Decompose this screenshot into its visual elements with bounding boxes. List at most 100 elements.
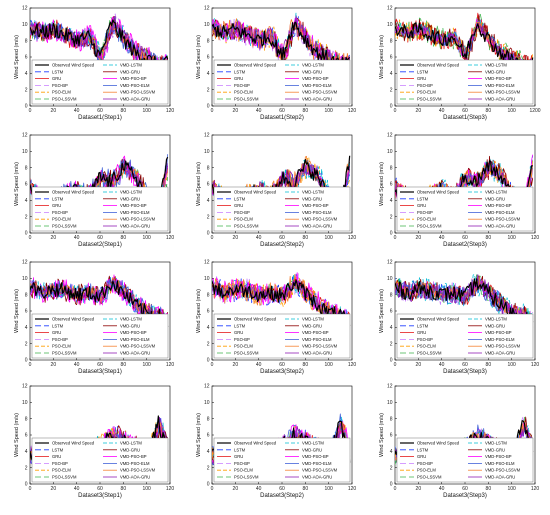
x-tick-label: 20 — [51, 362, 57, 368]
legend-label: VMD-GRU — [302, 447, 322, 452]
x-tick-label: 120 — [348, 108, 357, 114]
x-axis-label: Dataset3(Step2) — [260, 493, 304, 499]
legend-box — [31, 186, 169, 232]
y-tick-label: 0 — [25, 231, 28, 237]
y-tick-label: 8 — [207, 38, 210, 44]
x-tick-label: 40 — [256, 486, 262, 492]
y-tick-label: 4 — [390, 325, 393, 331]
x-tick-label: 100 — [142, 108, 151, 114]
legend-label: LSTM — [417, 323, 429, 328]
x-tick-label: 40 — [256, 362, 262, 368]
y-tick-label: 0 — [390, 231, 393, 237]
y-axis-label: Wind Speed (m/s) — [14, 413, 20, 457]
y-tick-label: 8 — [207, 416, 210, 422]
y-tick-label: 8 — [207, 292, 210, 298]
y-tick-label: 2 — [25, 465, 28, 471]
legend-label: VMD-AOA-GRU — [302, 351, 332, 356]
y-tick-label: 4 — [207, 198, 210, 204]
legend-label: PSO-BP — [52, 337, 68, 342]
legend-label: PSO-ELM — [52, 468, 71, 473]
x-tick-label: 60 — [279, 235, 285, 241]
legend-label: VMD-GRU — [120, 323, 140, 328]
x-tick-label: 20 — [416, 486, 422, 492]
y-tick-label: 0 — [390, 482, 393, 488]
series-group — [395, 273, 534, 333]
legend-label: Observed Wind Speed — [52, 190, 95, 195]
legend-label: VMD-PSO-ELM — [302, 337, 332, 342]
y-tick-label: 2 — [207, 465, 210, 471]
legend-label: VMD-PSO-LSSVM — [485, 468, 521, 473]
x-tick-label: 20 — [416, 362, 422, 368]
x-tick-label: 0 — [394, 486, 397, 492]
y-axis-label: Wind Speed (m/s) — [379, 162, 385, 206]
legend-label: PSO-ELM — [52, 344, 71, 349]
x-tick-label: 40 — [439, 235, 445, 241]
legend-label: VMD-GRU — [485, 69, 505, 74]
x-tick-label: 60 — [462, 108, 468, 114]
x-tick-label: 0 — [29, 486, 32, 492]
legend-label: VMD-PSO-ELM — [302, 83, 332, 88]
y-tick-label: 8 — [25, 38, 28, 44]
y-tick-label: 12 — [387, 6, 393, 12]
legend-label: PSO-LSSVM — [417, 475, 442, 480]
x-axis-label: Dataset2(Step1) — [78, 242, 122, 248]
x-tick-label: 0 — [211, 486, 214, 492]
legend-label: VMD-PSO-LSSVM — [302, 217, 338, 222]
legend-label: VMD-PSO-LSSVM — [485, 344, 521, 349]
x-tick-label: 120 — [348, 235, 357, 241]
x-tick-label: 60 — [462, 486, 468, 492]
legend-label: VMD-GRU — [485, 447, 505, 452]
legend-label: GRU — [417, 454, 426, 459]
legend-label: VMD-PSO-LSSVM — [302, 468, 338, 473]
x-tick-label: 80 — [486, 486, 492, 492]
legend-label: VMD-PSO-ELM — [485, 210, 515, 215]
series-group — [395, 12, 534, 76]
legend-label: VMD-LSTM — [302, 190, 324, 195]
y-tick-label: 0 — [207, 104, 210, 110]
y-axis-label: Wind Speed (m/s) — [14, 289, 20, 333]
y-tick-label: 4 — [390, 449, 393, 455]
y-tick-label: 0 — [207, 482, 210, 488]
legend-label: VMD-PSO-LSSVM — [485, 217, 521, 222]
y-tick-label: 10 — [387, 276, 393, 282]
x-tick-label: 20 — [51, 235, 57, 241]
x-tick-label: 120 — [348, 362, 357, 368]
x-tick-label: 60 — [462, 235, 468, 241]
legend-box — [213, 59, 351, 105]
legend-label: VMD-PSO-BP — [302, 76, 329, 81]
legend-label: PSO-ELM — [417, 468, 436, 473]
y-axis-label: Wind Speed (m/s) — [379, 35, 385, 79]
legend-label: VMD-PSO-BP — [485, 454, 512, 459]
legend-label: VMD-GRU — [120, 69, 140, 74]
series-line-pso-lssvm — [30, 16, 169, 74]
legend-box — [396, 186, 534, 232]
x-tick-label: 100 — [142, 362, 151, 368]
legend-label: LSTM — [417, 447, 429, 452]
panel-2: 0 20 40 60 80 100 120 0 2 4 6 8 10 12 Dataset1(Step2) W… — [196, 6, 356, 121]
x-tick-label: 20 — [233, 235, 239, 241]
legend-label: VMD-PSO-ELM — [302, 210, 332, 215]
panel-5: 0 20 40 60 80 100 120 0 2 4 6 8 10 12 Dataset2(Step2) W… — [196, 133, 356, 248]
x-tick-label: 120 — [531, 486, 540, 492]
legend-label: GRU — [52, 330, 61, 335]
y-tick-label: 12 — [22, 384, 28, 390]
y-tick-label: 12 — [387, 133, 393, 139]
y-axis-label: Wind Speed (m/s) — [379, 289, 385, 333]
legend-label: VMD-PSO-BP — [485, 203, 512, 208]
y-tick-label: 2 — [207, 214, 210, 220]
legend-label: VMD-GRU — [485, 196, 505, 201]
y-tick-label: 6 — [390, 55, 393, 61]
y-tick-label: 4 — [25, 449, 28, 455]
legend-label: VMD-LSTM — [120, 441, 142, 446]
x-axis-label: Dataset3(Step1) — [78, 493, 122, 499]
y-tick-label: 4 — [25, 71, 28, 77]
y-axis-label: Wind Speed (m/s) — [14, 35, 20, 79]
x-tick-label: 40 — [256, 108, 262, 114]
legend-label: VMD-AOA-GRU — [120, 351, 150, 356]
legend-label: PSO-ELM — [417, 344, 436, 349]
x-tick-label: 100 — [324, 362, 333, 368]
